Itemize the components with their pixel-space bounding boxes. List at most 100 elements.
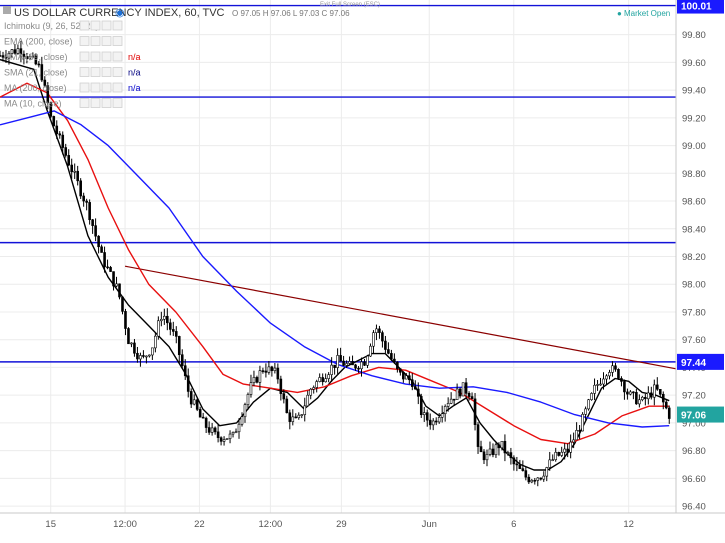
- candle-body: [584, 408, 587, 415]
- candle-body: [664, 401, 668, 409]
- candle-body: [40, 64, 44, 81]
- settings-icon[interactable]: [90, 20, 101, 31]
- trendline-layer[interactable]: [124, 265, 677, 370]
- candle-body: [638, 399, 641, 405]
- close-icon[interactable]: [112, 67, 123, 77]
- candle-body: [393, 358, 396, 363]
- time-tick-label: Jun: [422, 519, 437, 530]
- candle-body: [79, 180, 82, 197]
- candle-body: [312, 387, 316, 390]
- indicator-label: EMA (200, close): [4, 37, 73, 47]
- candle-body: [437, 417, 441, 423]
- indicator-value: n/a: [128, 83, 141, 93]
- price-tick-label: 97.00: [682, 418, 706, 429]
- candle-body: [464, 382, 468, 394]
- candle-body: [360, 361, 363, 370]
- candle-body: [369, 345, 372, 357]
- eye-toggle-icon[interactable]: [79, 20, 90, 31]
- candle-body: [381, 332, 384, 342]
- candle-body: [28, 56, 32, 60]
- settings-icon[interactable]: [90, 51, 101, 62]
- price-tick-label: 98.60: [682, 197, 706, 208]
- trendline[interactable]: [124, 265, 677, 370]
- candle-body: [476, 424, 480, 447]
- candle-body: [596, 384, 599, 386]
- candle-body: [372, 332, 375, 347]
- candle-body: [297, 414, 301, 419]
- settings-icon[interactable]: [90, 36, 101, 46]
- more-icon[interactable]: [101, 51, 112, 62]
- candle-body: [452, 398, 456, 401]
- candle-body: [357, 367, 360, 370]
- settings-icon[interactable]: [90, 67, 101, 77]
- candle-body: [34, 55, 38, 65]
- candle-body: [183, 365, 187, 377]
- candle-body: [566, 448, 569, 453]
- candle-body: [201, 416, 205, 419]
- price-tick-label: 99.00: [682, 141, 706, 152]
- candle-body: [653, 384, 656, 398]
- candle-body: [461, 382, 465, 397]
- indicator-value: n/a: [128, 52, 141, 62]
- more-icon[interactable]: [101, 98, 112, 108]
- price-tag: [677, 353, 724, 370]
- candle-body: [198, 409, 202, 418]
- candle-body: [387, 349, 390, 354]
- candle-body: [509, 452, 513, 459]
- candle-body: [339, 355, 342, 362]
- settings-icon[interactable]: [90, 82, 101, 93]
- candle-body: [408, 375, 411, 381]
- candle-body: [76, 170, 79, 182]
- time-tick-label: 12:00: [113, 519, 137, 530]
- candle-body: [536, 477, 540, 481]
- time-axis[interactable]: 15 12:00 22 12:00 29 Jun 6 12: [0, 512, 725, 530]
- candle-body: [617, 369, 620, 379]
- close-icon[interactable]: [112, 36, 123, 46]
- close-icon[interactable]: [112, 98, 123, 108]
- candle-body: [524, 470, 528, 478]
- candle-body: [354, 364, 357, 369]
- eye-toggle-icon[interactable]: [79, 51, 90, 62]
- candle-body: [324, 378, 327, 383]
- price-tags: 100.01 97.44 97.06: [677, 0, 724, 423]
- candle-body: [94, 225, 97, 237]
- candle-body: [306, 394, 310, 407]
- candle-body: [31, 55, 35, 58]
- close-icon[interactable]: [112, 20, 123, 31]
- eye-toggle-icon[interactable]: [79, 36, 90, 46]
- eye-toggle-icon[interactable]: [79, 82, 90, 93]
- candle-body: [488, 448, 492, 455]
- eye-toggle-icon[interactable]: [79, 98, 90, 108]
- candle-body: [136, 352, 139, 360]
- candle-body: [151, 347, 154, 356]
- more-icon[interactable]: [101, 82, 112, 93]
- candle-body: [171, 329, 175, 332]
- price-tag-label: 97.06: [681, 411, 706, 422]
- more-icon[interactable]: [101, 36, 112, 46]
- price-tag-label: 100.01: [681, 2, 712, 13]
- candle-body: [1, 55, 5, 58]
- price-axis-bg[interactable]: [676, 0, 725, 543]
- collapse-icon[interactable]: [3, 6, 11, 14]
- candle-body: [599, 383, 602, 386]
- eye-toggle-icon[interactable]: [79, 67, 90, 77]
- candle-body: [73, 170, 76, 173]
- candle-body: [294, 416, 298, 419]
- candle-body: [219, 437, 223, 442]
- price-axis[interactable]: 99.80 99.60 99.40 99.20 99.00 98.80 98.60 98.40…: [675, 0, 725, 543]
- close-icon[interactable]: [112, 82, 123, 93]
- more-icon[interactable]: [101, 20, 112, 31]
- candle-body: [282, 393, 286, 400]
- candle-body: [234, 431, 238, 434]
- time-tick-label: 29: [336, 519, 347, 530]
- candle-body: [416, 388, 420, 397]
- candle-body: [375, 328, 378, 333]
- candle-body: [363, 361, 366, 366]
- candle-body: [419, 396, 423, 416]
- eye-icon[interactable]: ◉: [115, 7, 125, 19]
- close-icon[interactable]: [112, 51, 123, 62]
- settings-icon[interactable]: [90, 98, 101, 108]
- candle-body: [593, 384, 596, 394]
- candle-body: [216, 431, 220, 438]
- more-icon[interactable]: [101, 67, 112, 77]
